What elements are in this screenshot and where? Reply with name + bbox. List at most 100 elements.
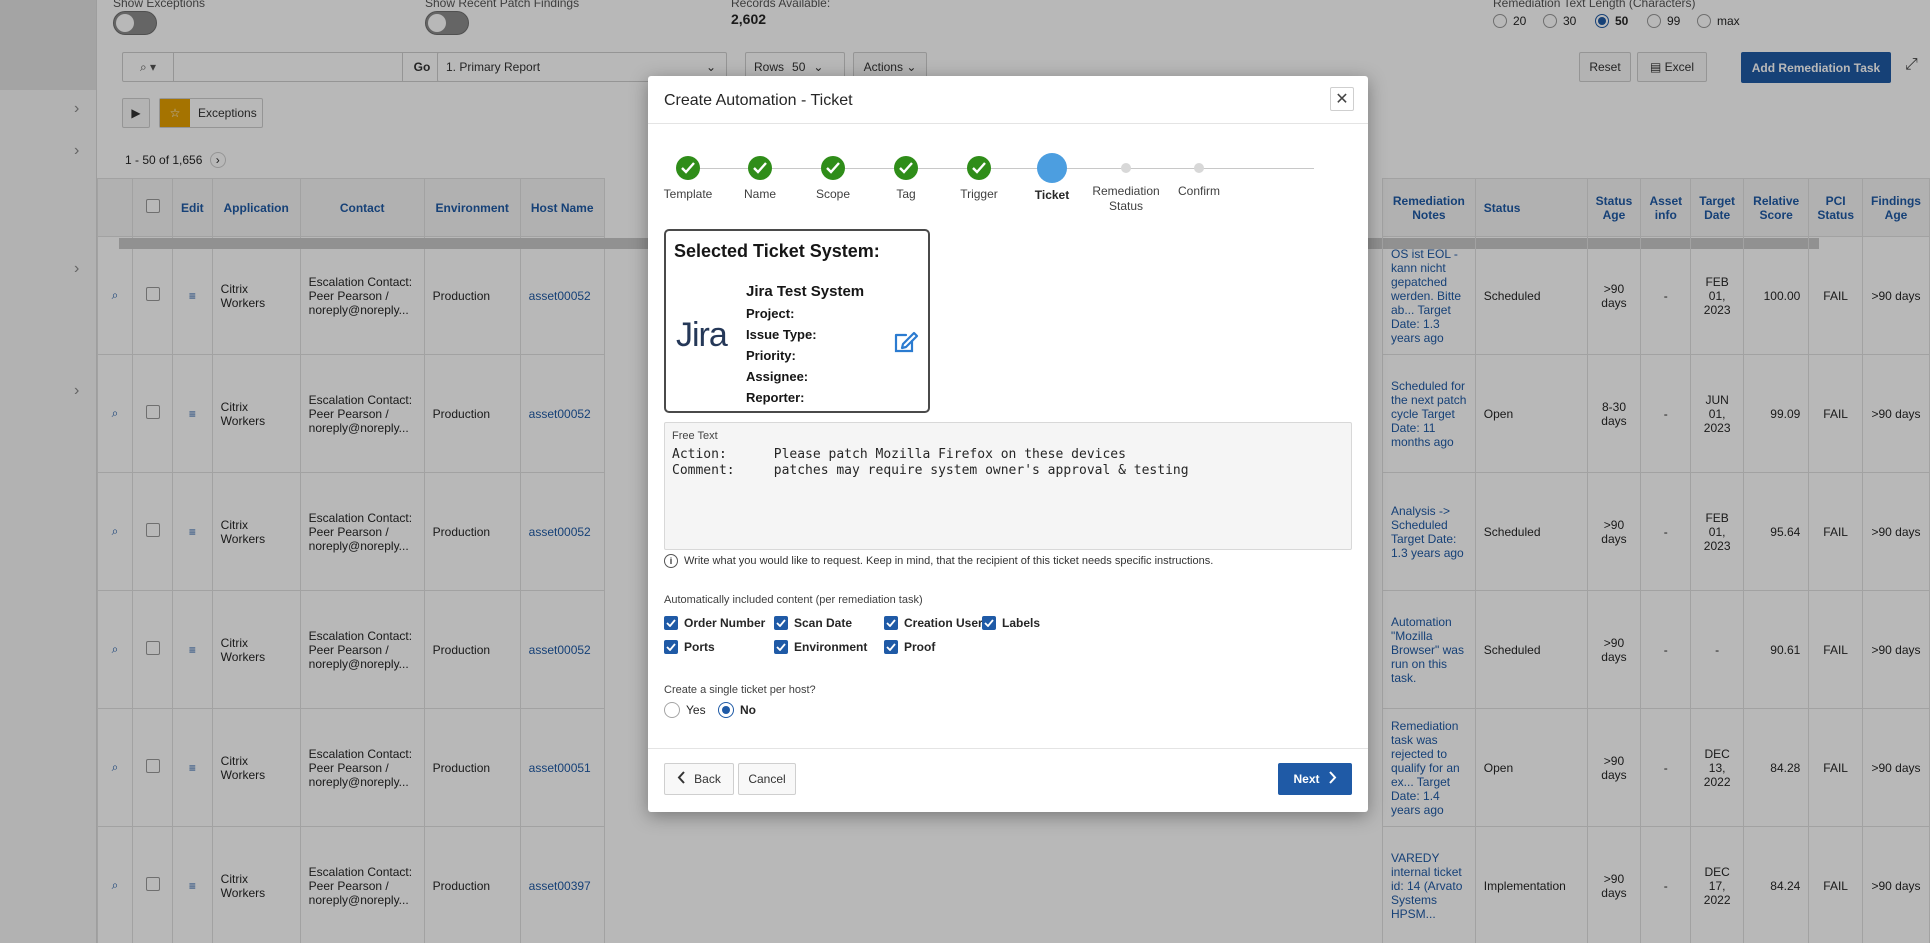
table-row[interactable]: OS ist EOL - kann nicht gepatched werden… xyxy=(1382,236,1930,355)
single-ticket-yes[interactable]: Yes xyxy=(664,702,706,718)
free-text-textarea[interactable]: Action: Please patch Mozilla Firefox on … xyxy=(672,447,1189,478)
row-menu-icon[interactable]: ≡ xyxy=(172,354,213,473)
add-remediation-task-button[interactable]: Add Remediation Task xyxy=(1741,52,1891,83)
remediation-length-label: Remediation Text Length (Characters) xyxy=(1493,0,1696,10)
single-ticket-no[interactable]: No xyxy=(718,702,756,718)
chevron-right-icon[interactable]: › xyxy=(74,142,80,159)
go-button[interactable]: Go xyxy=(413,60,431,74)
auto-content-proof[interactable]: Proof xyxy=(884,640,935,654)
checkbox-icon[interactable] xyxy=(145,405,160,419)
row-menu-icon[interactable]: ≡ xyxy=(172,826,213,943)
row-checkbox[interactable] xyxy=(132,590,173,709)
row-checkbox[interactable] xyxy=(132,708,173,827)
length-option-max[interactable]: max xyxy=(1697,14,1740,28)
remediation-notes-cell[interactable]: Analysis -> Scheduled Target Date: 1.3 y… xyxy=(1382,472,1476,591)
show-exceptions-toggle[interactable] xyxy=(113,11,157,35)
length-option-50[interactable]: 50 xyxy=(1595,14,1628,28)
column-header-application[interactable]: Application xyxy=(211,178,301,237)
checkbox-checked-icon xyxy=(664,640,678,654)
checkbox-icon[interactable] xyxy=(145,877,160,891)
table-row[interactable]: Automation "Mozilla Browser" was run on … xyxy=(1382,590,1930,709)
remediation-notes-cell[interactable]: Automation "Mozilla Browser" was run on … xyxy=(1382,590,1476,709)
excel-button[interactable]: ▤ Excel xyxy=(1637,52,1707,82)
host-name-link[interactable]: asset00052 xyxy=(519,236,605,355)
table-row[interactable]: ⌕ ≡ Citrix Workers Escalation Contact: Peer… xyxy=(97,590,605,709)
search-icon[interactable]: ⌕ ▾ xyxy=(139,59,157,74)
column-header-host-name[interactable]: Host Name xyxy=(519,178,605,237)
column-header-asset-info[interactable]: Asset info xyxy=(1640,178,1692,237)
view-icon[interactable]: ⌕ xyxy=(97,472,133,591)
column-header-remediation-notes[interactable]: Remediation Notes xyxy=(1382,178,1476,237)
column-header-edit[interactable]: Edit xyxy=(172,178,213,237)
wizard-step-name[interactable]: Name xyxy=(715,154,805,202)
column-header-pci-status[interactable]: PCI Status xyxy=(1808,178,1863,237)
view-icon[interactable]: ⌕ xyxy=(97,590,133,709)
auto-content-creation-user[interactable]: Creation User xyxy=(884,616,983,630)
view-icon[interactable]: ⌕ xyxy=(97,708,133,827)
close-button[interactable]: ✕ xyxy=(1330,87,1354,111)
row-menu-icon[interactable]: ≡ xyxy=(172,590,213,709)
remediation-notes-cell[interactable]: Remediation task was rejected to qualify… xyxy=(1382,708,1476,827)
row-checkbox[interactable] xyxy=(132,354,173,473)
reset-button[interactable]: Reset xyxy=(1579,52,1631,82)
remediation-notes-cell[interactable]: VAREDY internal ticket id: 14 (Arvato Sy… xyxy=(1382,826,1476,943)
checkbox-icon[interactable] xyxy=(145,641,160,655)
auto-content-labels[interactable]: Labels xyxy=(982,616,1040,630)
table-row[interactable]: Scheduled for the next patch cycle Targe… xyxy=(1382,354,1930,473)
wizard-step-tag[interactable]: Tag xyxy=(861,154,951,202)
next-button[interactable]: Next xyxy=(1278,763,1352,795)
auto-content-ports[interactable]: Ports xyxy=(664,640,715,654)
chevron-right-icon[interactable]: › xyxy=(74,382,80,399)
chevron-right-icon[interactable]: › xyxy=(74,100,80,117)
show-recent-patch-toggle[interactable] xyxy=(425,11,469,35)
checkbox-icon[interactable] xyxy=(145,759,160,773)
free-text-field[interactable]: Free Text Action: Please patch Mozilla F… xyxy=(664,422,1352,550)
table-row[interactable]: ⌕ ≡ Citrix Workers Escalation Contact: Peer… xyxy=(97,472,605,591)
row-checkbox[interactable] xyxy=(132,472,173,591)
wizard-step-scope[interactable]: Scope xyxy=(788,154,878,202)
search-box[interactable]: ⌕ ▾ Go xyxy=(122,52,442,82)
checkbox-icon[interactable] xyxy=(145,523,160,537)
column-header-target-date[interactable]: Target Date xyxy=(1690,178,1745,237)
auto-content-scan-date[interactable]: Scan Date xyxy=(774,616,852,630)
host-name-link[interactable]: asset00052 xyxy=(519,354,605,473)
exceptions-chip[interactable]: ☆ Exceptions xyxy=(159,98,263,128)
ticket-system-heading: Selected Ticket System: xyxy=(674,241,880,261)
table-row[interactable]: Analysis -> Scheduled Target Date: 1.3 y… xyxy=(1382,472,1930,591)
auto-content-order-number[interactable]: Order Number xyxy=(664,616,765,630)
view-icon[interactable]: ⌕ xyxy=(97,826,133,943)
row-checkbox[interactable] xyxy=(132,826,173,943)
table-row[interactable]: Remediation task was rejected to qualify… xyxy=(1382,708,1930,827)
remediation-notes-cell[interactable]: Scheduled for the next patch cycle Targe… xyxy=(1382,354,1476,473)
length-option-30[interactable]: 30 xyxy=(1543,14,1576,28)
checkbox-icon[interactable] xyxy=(145,199,160,213)
wizard-step-trigger[interactable]: Trigger xyxy=(934,154,1024,202)
column-header-findings-age[interactable]: Findings Age xyxy=(1861,178,1930,237)
auto-content-environment[interactable]: Environment xyxy=(774,640,867,654)
application-cell: Citrix Workers xyxy=(211,708,301,827)
host-name-link[interactable]: asset00397 xyxy=(519,826,605,943)
host-name-link[interactable]: asset00051 xyxy=(519,708,605,827)
row-checkbox[interactable] xyxy=(132,236,173,355)
back-button[interactable]: Back xyxy=(664,763,734,795)
next-page-icon[interactable]: › xyxy=(209,152,226,168)
cancel-button[interactable]: Cancel xyxy=(738,763,796,795)
expand-icon[interactable]: ⤢ xyxy=(1905,56,1918,73)
table-row[interactable]: ⌕ ≡ Citrix Workers Escalation Contact: Peer… xyxy=(97,826,605,943)
length-option-20[interactable]: 20 xyxy=(1493,14,1526,28)
host-name-link[interactable]: asset00052 xyxy=(519,472,605,591)
wizard-step-template[interactable]: Template xyxy=(643,154,733,202)
host-name-link[interactable]: asset00052 xyxy=(519,590,605,709)
checkbox-icon[interactable] xyxy=(145,287,160,301)
column-header-contact[interactable]: Contact xyxy=(299,178,425,237)
table-row[interactable]: VAREDY internal ticket id: 14 (Arvato Sy… xyxy=(1382,826,1930,943)
table-row[interactable]: ⌕ ≡ Citrix Workers Escalation Contact: Peer… xyxy=(97,708,605,827)
length-option-99[interactable]: 99 xyxy=(1647,14,1680,28)
search-input[interactable] xyxy=(173,53,403,81)
chevron-right-icon[interactable]: › xyxy=(74,260,80,277)
column-header-environment[interactable]: Environment xyxy=(423,178,521,237)
expand-report-button[interactable]: ▶ xyxy=(122,98,150,128)
column-header-relative-score[interactable]: Relative Score xyxy=(1743,178,1810,237)
edit-icon[interactable] xyxy=(892,327,920,358)
column-header-status[interactable]: Status xyxy=(1474,178,1588,237)
